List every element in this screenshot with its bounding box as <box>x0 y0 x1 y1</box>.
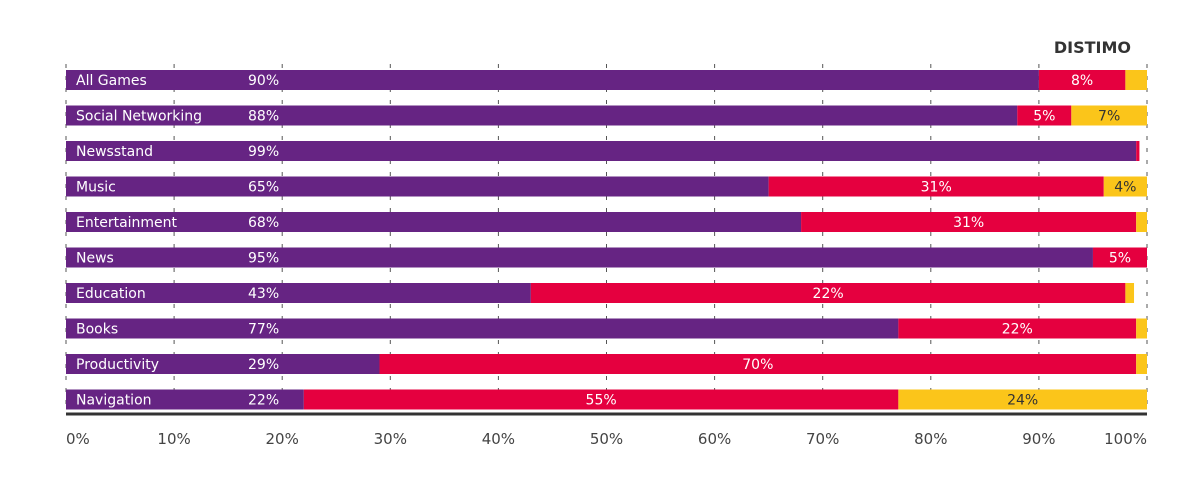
bar-segment <box>898 318 1137 339</box>
x-axis-ticks: 0% 10% 20% 30% 40% 50% 60% 70% 80% 90% 100% <box>66 430 1147 448</box>
data-label: 55% <box>586 393 617 409</box>
bar-segment <box>768 176 1104 197</box>
category-label: Productivity <box>76 357 159 373</box>
bar-segment <box>66 141 1137 161</box>
x-tick-label: 10% <box>157 430 190 448</box>
bar-segment <box>1125 283 1135 303</box>
data-label: 43% <box>248 286 279 302</box>
category-label: News <box>76 251 114 267</box>
data-label: 95% <box>248 251 279 267</box>
data-label: 22% <box>248 393 279 409</box>
data-label: 65% <box>248 180 279 196</box>
bar-segment <box>66 105 1018 126</box>
data-label: 4% <box>1114 180 1136 196</box>
bar-segment <box>379 354 1137 374</box>
bar-segment <box>66 354 380 374</box>
distimo-logo: DISTIMO <box>1054 38 1131 57</box>
x-tick-label: 40% <box>482 430 515 448</box>
data-label: 31% <box>921 180 952 196</box>
data-label: 7% <box>1098 109 1120 125</box>
bar-segment <box>1038 70 1126 90</box>
x-tick-label: 80% <box>914 430 947 448</box>
category-label: Music <box>76 180 116 196</box>
x-tick-label: 0% <box>66 430 90 448</box>
data-label: 8% <box>1071 73 1093 89</box>
x-tick-label: 50% <box>590 430 623 448</box>
data-label: 29% <box>248 357 279 373</box>
data-label: 31% <box>953 215 984 231</box>
data-label: 24% <box>1007 393 1038 409</box>
category-label: Books <box>76 322 118 338</box>
bar-segment <box>66 283 531 303</box>
bar-segment <box>303 389 899 410</box>
x-tick-label: 100% <box>1104 430 1147 448</box>
bar-segment <box>530 283 1126 303</box>
bar-segment <box>1103 176 1147 197</box>
bar-segment <box>801 212 1137 232</box>
x-tick-label: 60% <box>698 430 731 448</box>
category-label: Education <box>76 286 146 302</box>
bar-segment <box>66 318 899 339</box>
x-tick-label: 20% <box>266 430 299 448</box>
category-label: Navigation <box>76 393 152 409</box>
data-label: 68% <box>248 215 279 231</box>
data-label: 70% <box>742 357 773 373</box>
data-label: 77% <box>248 322 279 338</box>
bar-segment <box>66 389 304 410</box>
bar-segment <box>66 176 769 197</box>
data-label: 88% <box>248 109 279 125</box>
data-label: 5% <box>1109 251 1131 267</box>
bar-segment <box>1136 318 1147 339</box>
category-label: Entertainment <box>76 215 178 231</box>
bar-segment <box>1136 212 1147 232</box>
x-tick-label: 30% <box>374 430 407 448</box>
bar-segment <box>898 389 1147 410</box>
data-label: 5% <box>1033 109 1055 125</box>
data-label: 22% <box>1002 322 1033 338</box>
bar-segment <box>1136 141 1140 161</box>
category-label: Social Networking <box>76 109 202 125</box>
bar-segment <box>1092 247 1147 268</box>
category-label: All Games <box>76 73 147 89</box>
data-label: 99% <box>248 144 279 160</box>
bar-segment <box>66 70 1039 90</box>
bar-segment <box>1071 105 1147 126</box>
bar-segment <box>1136 354 1147 374</box>
bars-group: 90% 8% All Games 88% 5% 7% Social Networking 99… <box>66 70 1147 410</box>
x-tick-label: 90% <box>1022 430 1055 448</box>
bar-segment <box>1125 70 1147 90</box>
data-label: 22% <box>813 286 844 302</box>
bar-segment <box>1017 105 1072 126</box>
bar-segment <box>66 212 802 232</box>
x-tick-label: 70% <box>806 430 839 448</box>
bar-segment <box>66 247 1093 268</box>
category-label: Newsstand <box>76 144 153 160</box>
data-label: 90% <box>248 73 279 89</box>
